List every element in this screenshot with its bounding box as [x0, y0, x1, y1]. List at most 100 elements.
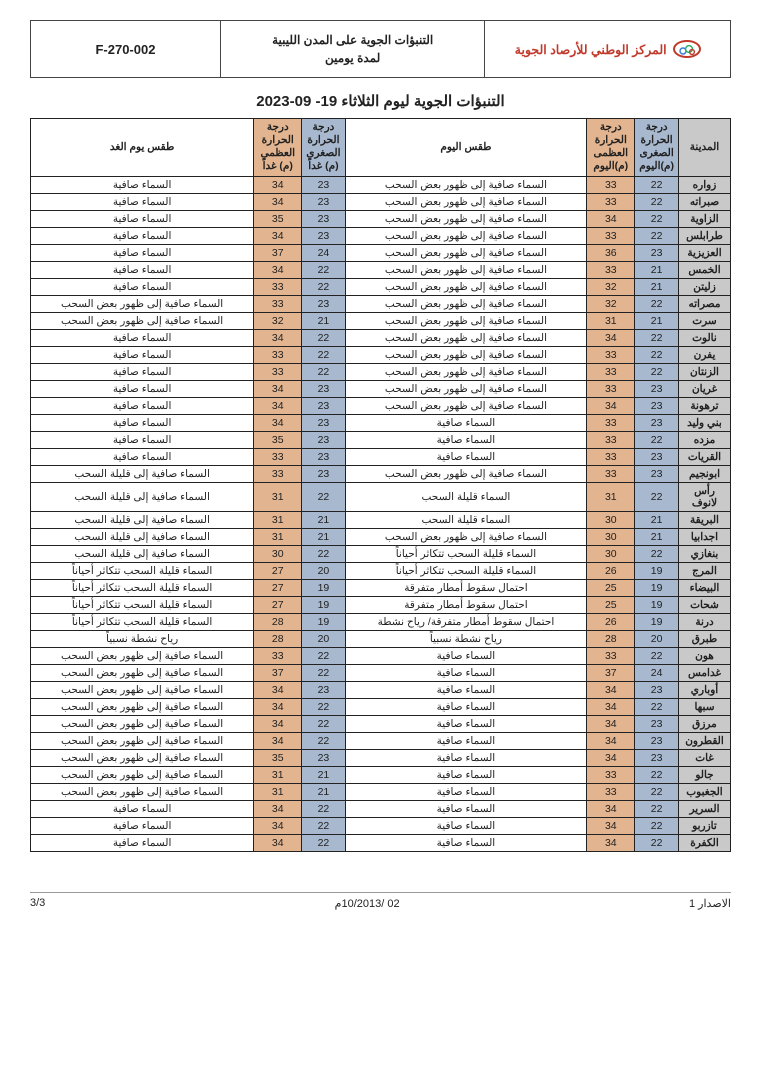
cell-city: الزنتان — [679, 363, 731, 380]
cell-min-today: 22 — [635, 834, 679, 851]
doc-code-cell: F-270-002 — [31, 21, 220, 77]
table-row: ترهونة2334السماء صافية إلى ظهور بعض السح… — [31, 397, 731, 414]
cell-weather-tmrw: السماء صافية — [31, 278, 254, 295]
cell-min-today: 22 — [635, 363, 679, 380]
cell-min-today: 23 — [635, 749, 679, 766]
cell-max-today: 26 — [587, 562, 635, 579]
cell-min-today: 22 — [635, 295, 679, 312]
cell-city: ترهونة — [679, 397, 731, 414]
table-row: سبها2234السماء صافية2234السماء صافية إلى… — [31, 698, 731, 715]
cell-weather-today: السماء صافية — [345, 732, 587, 749]
page-title: التنبؤات الجوية ليوم الثلاثاء 19- 09-202… — [30, 92, 731, 110]
cell-min-tmrw: 22 — [302, 329, 345, 346]
cell-min-today: 22 — [635, 431, 679, 448]
cell-weather-tmrw: السماء صافية — [31, 193, 254, 210]
col-max-today: درجة الحرارة العظمى (م)اليوم — [587, 119, 635, 177]
cell-max-tmrw: 33 — [254, 295, 302, 312]
cell-max-tmrw: 27 — [254, 596, 302, 613]
cell-max-today: 34 — [587, 329, 635, 346]
table-row: القريات2333السماء صافية2333السماء صافية — [31, 448, 731, 465]
table-row: طرابلس2233السماء صافية إلى ظهور بعض السح… — [31, 227, 731, 244]
cell-min-today: 21 — [635, 278, 679, 295]
table-row: درنة1926احتمال سقوط أمطار متفرقة/ رياح ن… — [31, 613, 731, 630]
table-row: غريان2333السماء صافية إلى ظهور بعض السحب… — [31, 380, 731, 397]
cell-max-today: 33 — [587, 647, 635, 664]
col-city: المدينة — [679, 119, 731, 177]
cell-city: هون — [679, 647, 731, 664]
cell-weather-tmrw: السماء صافية إلى قليلة السحب — [31, 528, 254, 545]
cell-weather-tmrw: السماء صافية إلى ظهور بعض السحب — [31, 732, 254, 749]
cell-weather-tmrw: السماء صافية إلى قليلة السحب — [31, 545, 254, 562]
cell-max-tmrw: 34 — [254, 227, 302, 244]
cell-city: سبها — [679, 698, 731, 715]
cell-weather-today: احتمال سقوط أمطار متفرقة — [345, 596, 587, 613]
cell-max-tmrw: 34 — [254, 834, 302, 851]
cell-min-today: 21 — [635, 312, 679, 329]
table-row: صبراته2233السماء صافية إلى ظهور بعض السح… — [31, 193, 731, 210]
cell-weather-tmrw: السماء صافية إلى قليلة السحب — [31, 511, 254, 528]
cell-min-today: 19 — [635, 562, 679, 579]
forecast-table: المدينة درجة الحرارة الصغرى (م)اليوم درج… — [30, 118, 731, 852]
cell-city: تازربو — [679, 817, 731, 834]
cell-weather-today: السماء قليلة السحب — [345, 482, 587, 511]
cell-weather-today: احتمال سقوط أمطار متفرقة/ رياح نشطة — [345, 613, 587, 630]
table-row: الخمس2133السماء صافية إلى ظهور بعض السحب… — [31, 261, 731, 278]
cell-min-today: 22 — [635, 227, 679, 244]
cell-weather-today: السماء صافية — [345, 647, 587, 664]
table-row: سرت2131السماء صافية إلى ظهور بعض السحب21… — [31, 312, 731, 329]
cell-min-tmrw: 22 — [302, 817, 345, 834]
cell-city: جالو — [679, 766, 731, 783]
cell-weather-today: السماء قليلة السحب تتكاثر أحياناً — [345, 562, 587, 579]
cell-weather-today: السماء صافية إلى ظهور بعض السحب — [345, 244, 587, 261]
doc-code: F-270-002 — [95, 42, 155, 57]
cell-weather-today: السماء صافية — [345, 414, 587, 431]
cell-min-today: 22 — [635, 766, 679, 783]
cell-min-tmrw: 23 — [302, 176, 345, 193]
cell-min-tmrw: 21 — [302, 783, 345, 800]
cell-max-today: 36 — [587, 244, 635, 261]
cell-weather-tmrw: السماء صافية — [31, 329, 254, 346]
cell-min-tmrw: 19 — [302, 579, 345, 596]
cell-city: شحات — [679, 596, 731, 613]
cell-max-tmrw: 34 — [254, 414, 302, 431]
cell-weather-today: السماء صافية إلى ظهور بعض السحب — [345, 380, 587, 397]
cell-max-today: 33 — [587, 227, 635, 244]
table-row: أوباري2334السماء صافية2334السماء صافية إ… — [31, 681, 731, 698]
cell-weather-tmrw: السماء صافية — [31, 227, 254, 244]
cell-min-tmrw: 22 — [302, 346, 345, 363]
cell-max-today: 34 — [587, 800, 635, 817]
cell-max-tmrw: 34 — [254, 380, 302, 397]
cell-min-today: 23 — [635, 380, 679, 397]
cell-weather-today: السماء صافية — [345, 681, 587, 698]
table-row: نالوت2234السماء صافية إلى ظهور بعض السحب… — [31, 329, 731, 346]
cell-weather-tmrw: السماء صافية — [31, 363, 254, 380]
cell-min-today: 23 — [635, 715, 679, 732]
cell-min-today: 20 — [635, 630, 679, 647]
cell-max-tmrw: 35 — [254, 431, 302, 448]
col-weather-tmrw: طقس يوم الغد — [31, 119, 254, 177]
cell-city: الخمس — [679, 261, 731, 278]
cell-city: غريان — [679, 380, 731, 397]
cell-max-today: 30 — [587, 528, 635, 545]
cell-min-tmrw: 22 — [302, 545, 345, 562]
cell-min-tmrw: 20 — [302, 630, 345, 647]
cell-min-tmrw: 22 — [302, 698, 345, 715]
cell-weather-today: السماء صافية — [345, 749, 587, 766]
table-row: غدامس2437السماء صافية2237السماء صافية إل… — [31, 664, 731, 681]
cell-min-tmrw: 22 — [302, 278, 345, 295]
cell-max-tmrw: 32 — [254, 312, 302, 329]
cell-weather-today: السماء صافية — [345, 834, 587, 851]
cell-max-tmrw: 27 — [254, 579, 302, 596]
table-row: رأس لانوف2231السماء قليلة السحب2231السما… — [31, 482, 731, 511]
cell-max-today: 34 — [587, 817, 635, 834]
cell-weather-today: السماء صافية إلى ظهور بعض السحب — [345, 528, 587, 545]
table-row: ابونجيم2333السماء صافية إلى ظهور بعض الس… — [31, 465, 731, 482]
cell-max-tmrw: 27 — [254, 562, 302, 579]
cell-max-today: 34 — [587, 834, 635, 851]
table-row: مرزق2334السماء صافية2234السماء صافية إلى… — [31, 715, 731, 732]
doc-subtitle-2: لمدة يومين — [272, 49, 433, 67]
cell-weather-today: السماء صافية إلى ظهور بعض السحب — [345, 329, 587, 346]
cell-weather-today: السماء صافية إلى ظهور بعض السحب — [345, 363, 587, 380]
cell-min-today: 22 — [635, 783, 679, 800]
cell-min-today: 22 — [635, 346, 679, 363]
